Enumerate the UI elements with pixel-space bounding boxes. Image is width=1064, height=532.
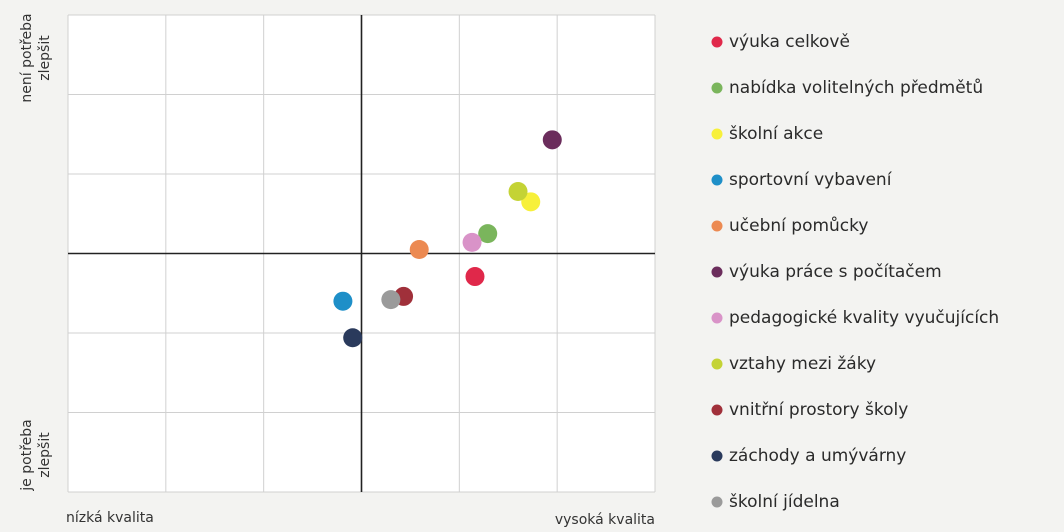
legend-label: výuka celkově xyxy=(729,32,850,52)
legend-marker xyxy=(711,36,723,48)
point xyxy=(343,328,363,348)
point xyxy=(462,232,482,252)
y-axis-label: je potřeba zlepšit xyxy=(19,419,53,491)
legend-label: vztahy mezi žáky xyxy=(729,354,876,374)
legend-label: školní akce xyxy=(729,124,823,144)
legend-marker xyxy=(711,82,723,94)
label-line: je potřeba xyxy=(19,419,35,491)
legend-label: nabídka volitelných předmětů xyxy=(729,78,983,98)
point xyxy=(521,192,541,212)
legend-label: vnitřní prostory školy xyxy=(729,400,908,420)
legend-marker xyxy=(711,450,723,462)
legend-marker xyxy=(711,496,723,508)
point xyxy=(333,291,353,311)
legend-label: učební pomůcky xyxy=(729,216,868,236)
label-line: není potřeba xyxy=(19,13,35,102)
x-axis-label: vysoká kvalita xyxy=(555,512,655,528)
label-line: zlepšit xyxy=(37,432,53,478)
legend-label: sportovní vybavení xyxy=(729,170,893,190)
legend-marker xyxy=(711,404,723,416)
legend-marker xyxy=(711,266,723,278)
y-axis-label: není potřeba zlepšit xyxy=(19,13,53,102)
point xyxy=(508,181,528,201)
legend-marker xyxy=(711,358,723,370)
point xyxy=(542,130,562,150)
legend-marker xyxy=(711,220,723,232)
point xyxy=(465,267,485,287)
point xyxy=(409,240,429,260)
point xyxy=(381,290,401,310)
label-line: zlepšit xyxy=(37,35,53,81)
legend-marker xyxy=(711,312,723,324)
x-axis-label: nízká kvalita xyxy=(66,510,154,526)
legend-label: školní jídelna xyxy=(729,492,840,512)
point xyxy=(478,224,498,244)
legend-label: pedagogické kvality vyučujících xyxy=(729,308,999,328)
legend-marker xyxy=(711,128,723,140)
legend-label: výuka práce s počítačem xyxy=(729,262,942,282)
legend-marker xyxy=(711,174,723,186)
legend-label: záchody a umývárny xyxy=(729,446,906,466)
